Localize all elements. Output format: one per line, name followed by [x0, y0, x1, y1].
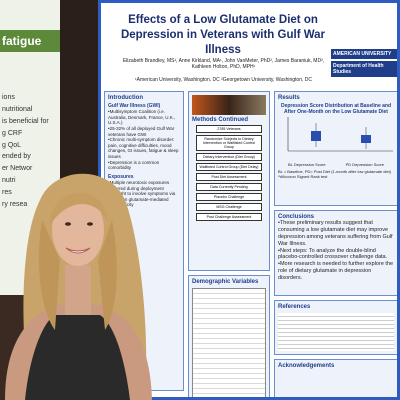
face: [52, 194, 104, 266]
text-item: Department of Health Studies: [331, 61, 397, 77]
table: [192, 288, 266, 397]
subheading: Gulf War Illness (GWI): [108, 103, 161, 109]
section-heading: Conclusions: [278, 214, 315, 220]
text-item: g QoL: [2, 141, 22, 149]
flowchart: 2785 Veterans Randomize Subjects to Dieta…: [192, 125, 266, 221]
side-hair: [38, 220, 117, 330]
text-item: Randomize Subjects to Dietary Interventi…: [196, 135, 262, 151]
text-item: is beneficial for: [2, 117, 49, 125]
reference-text: [278, 313, 394, 351]
neck: [65, 265, 91, 315]
text-item: Multisymptom Coalition (i.e. Australia, …: [108, 109, 180, 126]
section-heading: Introduction: [108, 95, 143, 101]
text-item: ions: [2, 94, 15, 101]
section-heading: Results: [278, 95, 300, 101]
affiliations: ¹American University, Washington, DC ²Ge…: [134, 77, 312, 83]
logos: AMERICAN UNIVERSITY Department of Health …: [331, 47, 397, 87]
text-item: ended by: [2, 153, 31, 161]
section-heading: Acknowledgements: [278, 363, 335, 369]
left-heading: fatigue: [0, 30, 60, 52]
poster: Effects of a Low Glutamate Diet on Depre…: [98, 0, 400, 400]
notes: BL = Baseline, PD= Post Diet (1-month af…: [278, 169, 394, 179]
methods: Methods Continued 2785 Veterans Randomize…: [188, 91, 270, 271]
text-item: Post Challenge Assessment: [196, 213, 262, 221]
results: Results Depression Score Distribution at…: [274, 91, 397, 206]
section-heading: Demographic Variables: [192, 279, 259, 285]
text-item: MSG Challenge: [196, 203, 262, 211]
text-item: BL = Baseline, PD= Post Diet (1-month af…: [278, 169, 392, 174]
text-item: er Networ: [2, 165, 33, 173]
text-item: 2785 Veterans: [196, 125, 262, 133]
bullets: These preliminary results suggest that c…: [278, 220, 394, 282]
left-lines: ions nutritional is beneficial for g CRF g Q…: [0, 90, 60, 290]
text-item: Next steps: To analyze the double-blind …: [278, 248, 394, 262]
text-item: nutri: [2, 177, 16, 185]
text-item: AMERICAN UNIVERSITY: [331, 49, 397, 59]
text-item: Data Currently Pending: [196, 183, 262, 191]
conclusions: Conclusions These preliminary results su…: [274, 210, 397, 296]
text-item: Placebo Challenge: [196, 193, 262, 201]
photo: [192, 95, 266, 115]
text-item: Post Diet Assessment: [196, 173, 262, 181]
demographics: Demographic Variables: [188, 275, 270, 397]
authors: Elizabeth Brandley, MS¹, Anne Kirkland, …: [122, 58, 325, 71]
references: References: [274, 300, 397, 355]
text-item: Dietary Intervention (Diet Group): [196, 153, 262, 161]
text-item: Multiple neurotoxic exposures occurred d…: [108, 180, 180, 191]
text-item: ry resea: [2, 201, 28, 209]
bangs: [50, 192, 108, 225]
section-heading: References: [278, 304, 311, 310]
text-item: 25-32% of all deployed Gulf War veterans…: [108, 126, 180, 137]
text-item: res: [2, 189, 12, 197]
text-item: *Wilcoxon Signed Rank test: [278, 174, 328, 179]
text-item: nutritional: [2, 105, 33, 113]
text-item: PD Depression Score: [345, 162, 385, 167]
x-labels: BL Depression Score PD Depression Score: [278, 162, 394, 167]
subheading: Exposures: [108, 173, 134, 180]
text-item: Chronic multi-symptom disorder: pain, co…: [108, 137, 180, 160]
text-item: g CRF: [2, 129, 23, 137]
bullets: Multisymptom Coalition (i.e. Australia, …: [108, 109, 180, 171]
text-item: BL Depression Score: [287, 162, 326, 167]
chart-title: Depression Score Distribution at Baselin…: [280, 103, 392, 115]
section-heading: Methods Continued: [192, 117, 248, 123]
top: [25, 315, 130, 400]
text-item: Waitlisted Control Group (Diet Delay): [196, 163, 262, 171]
acknowledgements: Acknowledgements: [274, 359, 397, 397]
text-item: These preliminary results suggest that c…: [278, 220, 394, 248]
boxplot: [287, 117, 393, 152]
poster-title: Effects of a Low Glutamate Diet on Depre…: [120, 14, 326, 53]
text-item: More research is needed to further explo…: [278, 261, 394, 282]
text-item: Depression is a common comorbidity: [108, 160, 180, 171]
